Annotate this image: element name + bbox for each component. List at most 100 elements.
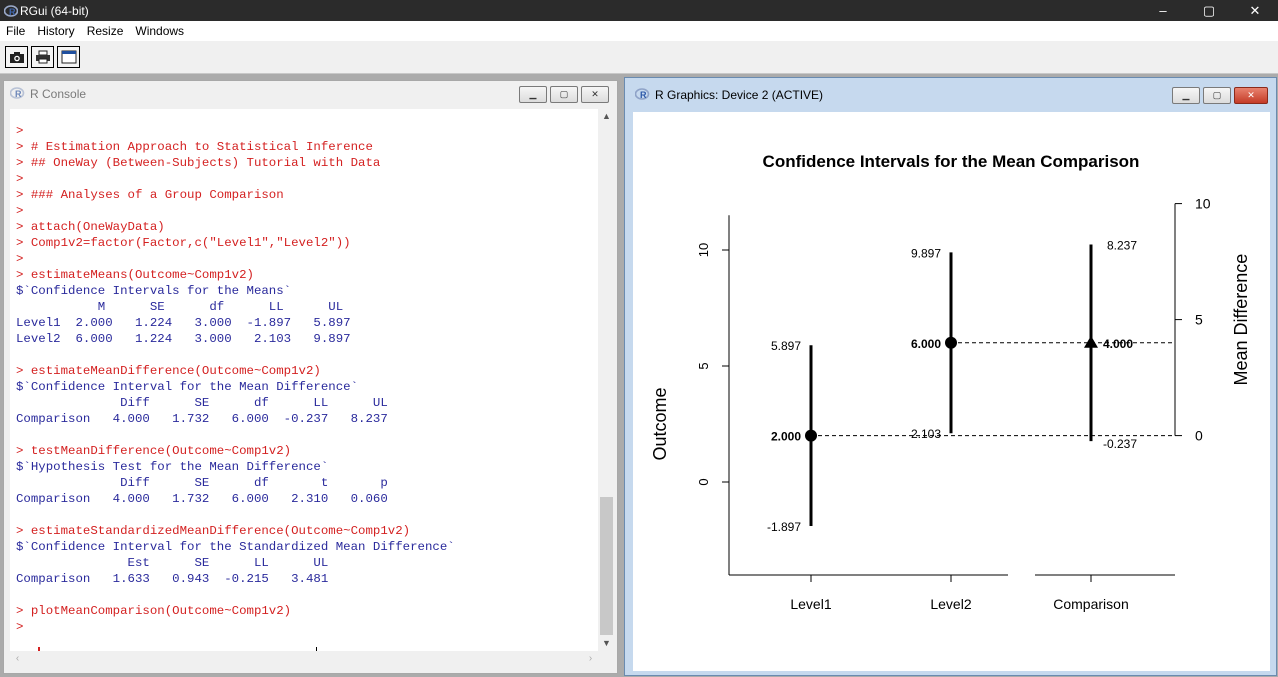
restore-button[interactable]: ▢	[1202, 3, 1216, 18]
menu-file[interactable]: File	[6, 24, 26, 38]
console-command-line: > attach(OneWayData)	[16, 220, 165, 234]
print-icon[interactable]	[31, 46, 54, 68]
console-command-line: > estimateMeans(Outcome~Comp1v2)	[16, 268, 254, 282]
mean-comparison-chart: Confidence Intervals for the Mean Compar…	[650, 152, 1251, 612]
ci-upper-label: 9.897	[911, 246, 941, 260]
console-command-line: > plotMeanComparison(Outcome~Comp1v2)	[16, 604, 292, 618]
console-command-line: > testMeanDifference(Outcome~Comp1v2)	[16, 444, 292, 458]
y2-tick-label: 10	[1195, 196, 1211, 212]
console-command-line: > estimateStandardizedMeanDifference(Out…	[16, 524, 411, 538]
y-tick-label: 0	[696, 478, 711, 485]
camera-icon[interactable]	[5, 46, 28, 68]
console-output-line	[16, 587, 455, 603]
console-output-line: $`Confidence Interval for the Standardiz…	[16, 540, 455, 554]
console-output-line: $`Hypothesis Test for the Mean Differenc…	[16, 460, 329, 474]
console-command-line: >	[16, 252, 24, 266]
r-logo-icon: R	[3, 4, 19, 17]
ci-upper-label: 5.897	[771, 339, 801, 353]
console-title: R Console	[30, 87, 87, 101]
graphics-minimize-button[interactable]: ▁	[1172, 87, 1200, 104]
console-output-line: Level2 6.000 1.224 3.000 2.103 9.897	[16, 332, 351, 346]
console-title-bar: R R Console ▁ ▢ ✕	[4, 81, 617, 107]
svg-text:R: R	[640, 90, 647, 100]
console-command-line: > ## OneWay (Between-Subjects) Tutorial …	[16, 156, 381, 170]
console-command-line: >	[16, 620, 24, 634]
graphics-title-bar: R R Graphics: Device 2 (ACTIVE) ▁ ▢ ✕	[625, 78, 1276, 112]
console-output-line: Level1 2.000 1.224 3.000 -1.897 5.897	[16, 316, 351, 330]
y2-axis-label: Mean Difference	[1231, 254, 1251, 386]
console-minimize-button[interactable]: ▁	[519, 86, 547, 103]
console-output-line: Diff SE df LL UL	[16, 396, 388, 410]
console-vertical-scrollbar[interactable]: ▲ ▼	[599, 109, 614, 651]
x-tick-label: Comparison	[1053, 596, 1128, 612]
input-caret	[38, 647, 40, 651]
svg-text:R: R	[9, 7, 16, 17]
mean-point	[945, 336, 957, 349]
console-command-line: >	[16, 172, 24, 186]
menu-resize[interactable]: Resize	[86, 24, 124, 38]
x-tick-label: Level2	[930, 596, 971, 612]
scroll-right-icon[interactable]: ›	[588, 653, 593, 664]
console-output-line: Comparison 1.633 0.943 -0.215 3.481	[16, 572, 329, 586]
toolbar	[0, 41, 1278, 74]
window-title: RGui (64-bit)	[20, 3, 89, 18]
console-command-line: > # Estimation Approach to Statistical I…	[16, 140, 373, 154]
menu-history[interactable]: History	[37, 24, 75, 38]
y-tick-label: 5	[696, 362, 711, 369]
console-command-line: >	[16, 124, 24, 138]
scroll-up-icon[interactable]: ▲	[602, 111, 611, 121]
console-command-line: > estimateMeanDifference(Outcome~Comp1v2…	[16, 364, 321, 378]
console-output-line: Comparison 4.000 1.732 6.000 -0.237 8.23…	[16, 412, 388, 426]
console-maximize-button[interactable]: ▢	[550, 86, 578, 103]
ci-lower-label: -0.237	[1103, 437, 1137, 451]
console-output-line	[16, 427, 455, 443]
r-console-logo-icon: R	[9, 86, 26, 102]
scroll-thumb[interactable]	[600, 497, 613, 635]
console-command-line: > Comp1v2=factor(Factor,c("Level1","Leve…	[16, 236, 351, 250]
y2-tick-label: 5	[1195, 312, 1203, 328]
console-close-button[interactable]: ✕	[581, 86, 609, 103]
y2-tick-label: 0	[1195, 428, 1203, 444]
console-output-line: Est SE LL UL	[16, 556, 329, 570]
console-output-line: $`Confidence Intervals for the Means`	[16, 284, 292, 298]
minimize-button[interactable]: –	[1159, 3, 1167, 18]
close-button[interactable]: ✕	[1249, 3, 1261, 18]
chart-title: Confidence Intervals for the Mean Compar…	[763, 152, 1140, 171]
ci-upper-label: 8.237	[1107, 239, 1137, 253]
scroll-down-icon[interactable]: ▼	[602, 638, 611, 648]
console-output-line	[16, 347, 455, 363]
difference-point	[1084, 335, 1098, 348]
menu-bar: File History Resize Windows	[0, 21, 1278, 41]
console-command-line: >	[16, 204, 24, 218]
graphics-close-button[interactable]: ✕	[1234, 87, 1268, 104]
mean-value-label: 6.000	[911, 337, 941, 351]
ci-lower-label: -1.897	[767, 520, 801, 534]
menu-windows[interactable]: Windows	[135, 24, 185, 38]
title-bar: R RGui (64-bit) – ▢ ✕	[0, 0, 1278, 21]
ci-lower-label: 2.103	[911, 427, 941, 441]
mouse-ibeam	[316, 647, 317, 651]
console-command-line: > ### Analyses of a Group Comparison	[16, 188, 284, 202]
svg-text:R: R	[15, 89, 22, 99]
difference-value-label: 4.000	[1103, 337, 1133, 351]
console-window-icon[interactable]	[57, 46, 80, 68]
console-output-line: $`Confidence Interval for the Mean Diffe…	[16, 380, 359, 394]
x-tick-label: Level1	[790, 596, 831, 612]
r-graphics-logo-icon: R	[634, 87, 651, 103]
scroll-left-icon[interactable]: ‹	[15, 653, 20, 664]
graphics-title: R Graphics: Device 2 (ACTIVE)	[655, 88, 824, 102]
graphics-maximize-button[interactable]: ▢	[1203, 87, 1231, 104]
console-output-line: M SE df LL UL	[16, 300, 344, 314]
console-horizontal-scrollbar[interactable]: ‹ ›	[10, 651, 598, 666]
r-console-window: R R Console ▁ ▢ ✕ > > # Estimation Approa…	[3, 80, 618, 674]
mean-point	[805, 429, 817, 442]
console-output[interactable]: > > # Estimation Approach to Statistical …	[10, 109, 598, 651]
plot-area: Confidence Intervals for the Mean Compar…	[633, 112, 1270, 671]
y-axis-label: Outcome	[650, 387, 670, 460]
y-tick-label: 10	[696, 243, 711, 257]
mean-value-label: 2.000	[771, 430, 801, 444]
console-output-line: Comparison 4.000 1.732 6.000 2.310 0.060	[16, 492, 388, 506]
console-output-line: Diff SE df t p	[16, 476, 388, 490]
r-graphics-window: R R Graphics: Device 2 (ACTIVE) ▁ ▢ ✕ Co…	[624, 77, 1277, 676]
